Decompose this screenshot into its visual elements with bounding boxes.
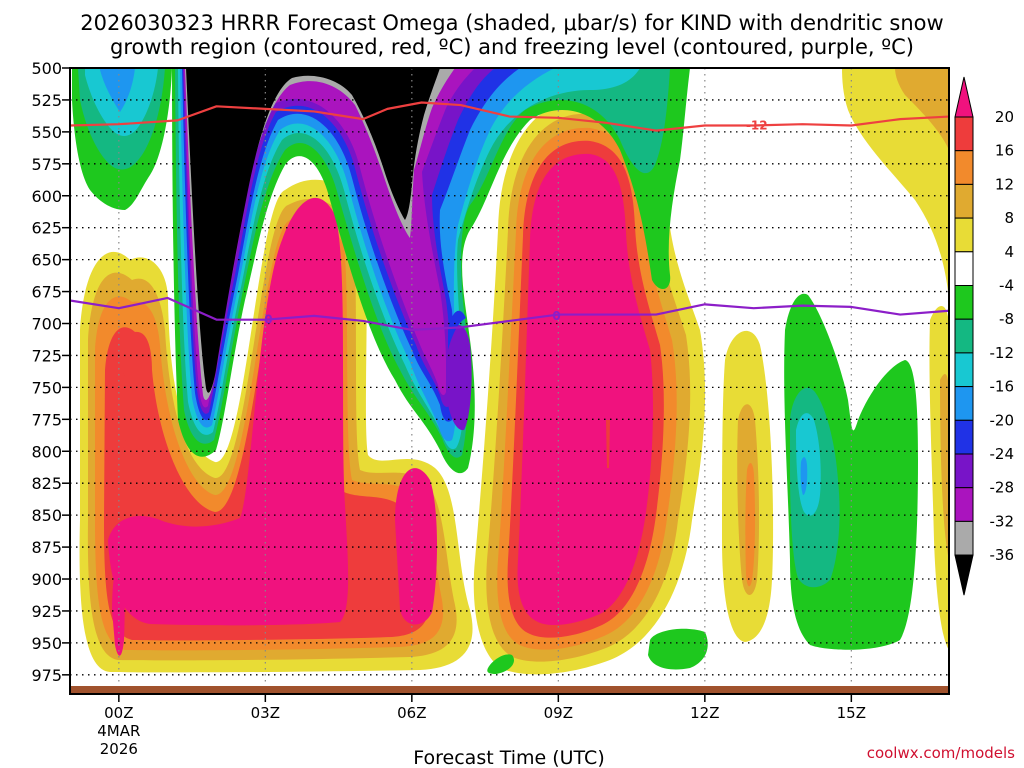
y-tick-label: 725 <box>31 346 62 365</box>
omega-shading <box>72 68 949 675</box>
contour-lines: -12 0 0 <box>70 101 949 331</box>
x-tick-label: 12Z <box>690 704 719 722</box>
colorbar-swatch <box>954 285 974 320</box>
y-tick-label: 900 <box>31 570 62 589</box>
omega-band-neg16-neg20 <box>800 457 808 495</box>
omega-band-above-20 <box>112 555 125 656</box>
omega-band-neg4-neg8 <box>487 654 515 674</box>
colorbar-swatch <box>954 487 974 522</box>
ascent-region-right <box>784 293 918 650</box>
omega-band-neg4-neg8 <box>648 628 708 670</box>
x-tick-label: 03Z <box>251 704 280 722</box>
colorbar-label: 20 <box>995 108 1014 126</box>
ascent-region-left <box>72 68 172 210</box>
colorbar-label: -32 <box>990 512 1015 530</box>
y-tick-label: 675 <box>31 283 62 302</box>
x-tick-label: 15Z <box>837 704 866 722</box>
colorbar-swatch <box>954 386 974 421</box>
y-tick-label: 925 <box>31 602 62 621</box>
colorbar-swatch <box>954 251 974 287</box>
y-tick-label: 975 <box>31 666 62 685</box>
colorbar-swatch <box>954 116 974 152</box>
colorbar-label: -20 <box>990 411 1015 429</box>
descent-region-left <box>79 179 473 673</box>
colorbar-label: -16 <box>990 378 1015 396</box>
chart-title-line-1: 2026030323 HRRR Forecast Omega (shaded, … <box>80 11 943 35</box>
omega-band-neg28-neg32 <box>446 324 472 431</box>
y-tick-label: 875 <box>31 538 62 557</box>
omega-band-16-20 <box>111 371 129 455</box>
ascent-region-lower <box>487 628 708 674</box>
omega-band-neg20-neg24 <box>448 310 466 350</box>
x-tick-year-label: 2026 <box>100 740 138 758</box>
colorbar-label: -8 <box>999 310 1014 328</box>
ascent-region-center <box>172 68 690 474</box>
colorbar-swatch <box>954 318 974 354</box>
colorbar-label: -36 <box>990 546 1015 564</box>
colorbar-label: -12 <box>990 344 1015 362</box>
colorbar-label: 4 <box>1004 243 1014 261</box>
omega-band-12-16 <box>745 463 756 587</box>
colorbar: 20 16 12 8 4 -4 -8 -12 -16 -20 -24 -28 -32 -36 <box>954 76 1015 596</box>
colorbar-swatch <box>954 453 974 489</box>
omega-band-8-12 <box>940 374 949 560</box>
colorbar-label: 16 <box>995 142 1014 160</box>
y-tick-label: 625 <box>31 219 62 238</box>
colorbar-swatch <box>954 217 974 253</box>
colorbar-label: -24 <box>990 445 1015 463</box>
ground-strip <box>70 686 949 694</box>
colorbar-swatch <box>954 520 974 556</box>
y-tick-label: 500 <box>31 59 62 78</box>
omega-band-below-neg36 <box>186 68 440 393</box>
colorbar-swatch <box>954 419 974 455</box>
x-tick-label: 00Z <box>104 704 133 722</box>
y-tick-label: 825 <box>31 474 62 493</box>
colorbar-swatch <box>954 150 974 185</box>
omega-band-8-12 <box>895 68 949 150</box>
colorbar-label: -28 <box>990 479 1015 497</box>
colorbar-top-triangle <box>954 76 974 118</box>
x-tick-label: 06Z <box>397 704 426 722</box>
freezing-contour-label: 0 <box>552 309 560 323</box>
chart-title-line-2: growth region (contoured, red, ºC) and f… <box>110 35 914 59</box>
colorbar-label: -4 <box>999 277 1014 295</box>
dendritic-contour-label: -12 <box>746 118 768 132</box>
y-tick-label: 850 <box>31 506 62 525</box>
omega-band-neg16-neg20 <box>180 68 555 442</box>
descent-region-far-right <box>722 68 949 650</box>
y-tick-label: 750 <box>31 378 62 397</box>
credit-text: coolwx.com/models <box>867 744 1015 762</box>
colorbar-label: 8 <box>1004 209 1014 227</box>
y-tick-label: 525 <box>31 91 62 110</box>
y-tick-label: 650 <box>31 251 62 270</box>
x-axis-label: Forecast Time (UTC) <box>413 747 604 768</box>
y-tick-label: 700 <box>31 315 62 334</box>
plot-frame <box>69 67 950 695</box>
y-tick-label: 575 <box>31 155 62 174</box>
x-tick-label: 09Z <box>544 704 573 722</box>
colorbar-swatch <box>954 183 974 219</box>
omega-band-neg16-neg20 <box>100 68 135 112</box>
omega-band-above-20 <box>108 197 349 626</box>
y-axis: 500 525 550 575 600 625 650 675 700 725 750 775 800 8… <box>31 59 70 685</box>
omega-band-4-8 <box>842 68 949 300</box>
freezing-level-contour <box>70 296 949 331</box>
dendritic-growth-contour <box>70 101 949 132</box>
y-tick-label: 600 <box>31 187 62 206</box>
omega-band-16-20 <box>606 420 610 468</box>
y-tick-label: 800 <box>31 442 62 461</box>
omega-band-above-20 <box>517 153 653 626</box>
colorbar-bottom-triangle <box>954 554 974 596</box>
x-tick-date-label: 4MAR <box>97 722 140 740</box>
colorbar-swatch <box>954 352 974 388</box>
omega-band-above-20 <box>395 468 437 625</box>
freezing-contour-label: 0 <box>264 313 272 327</box>
grid-lines <box>70 68 949 694</box>
y-tick-label: 950 <box>31 634 62 653</box>
colorbar-label: 12 <box>995 175 1014 193</box>
y-tick-label: 775 <box>31 410 62 429</box>
y-tick-label: 550 <box>31 123 62 142</box>
